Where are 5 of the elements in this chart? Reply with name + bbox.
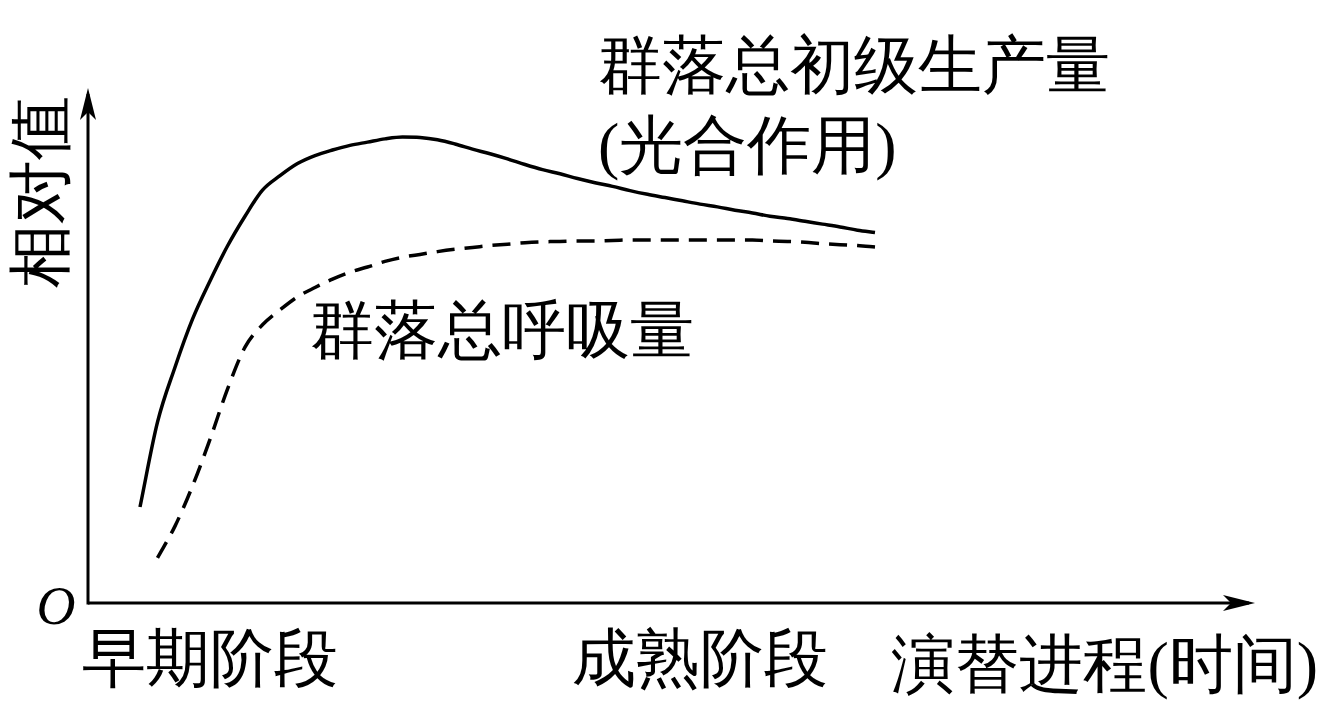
x-tick-label: 成熟阶段: [572, 622, 828, 694]
x-tick-label: 早期阶段: [82, 622, 338, 694]
x-axis-title: 演替进程(时间): [891, 628, 1318, 700]
y-axis-title: 相对值: [4, 96, 76, 288]
annotation: O: [36, 576, 76, 636]
